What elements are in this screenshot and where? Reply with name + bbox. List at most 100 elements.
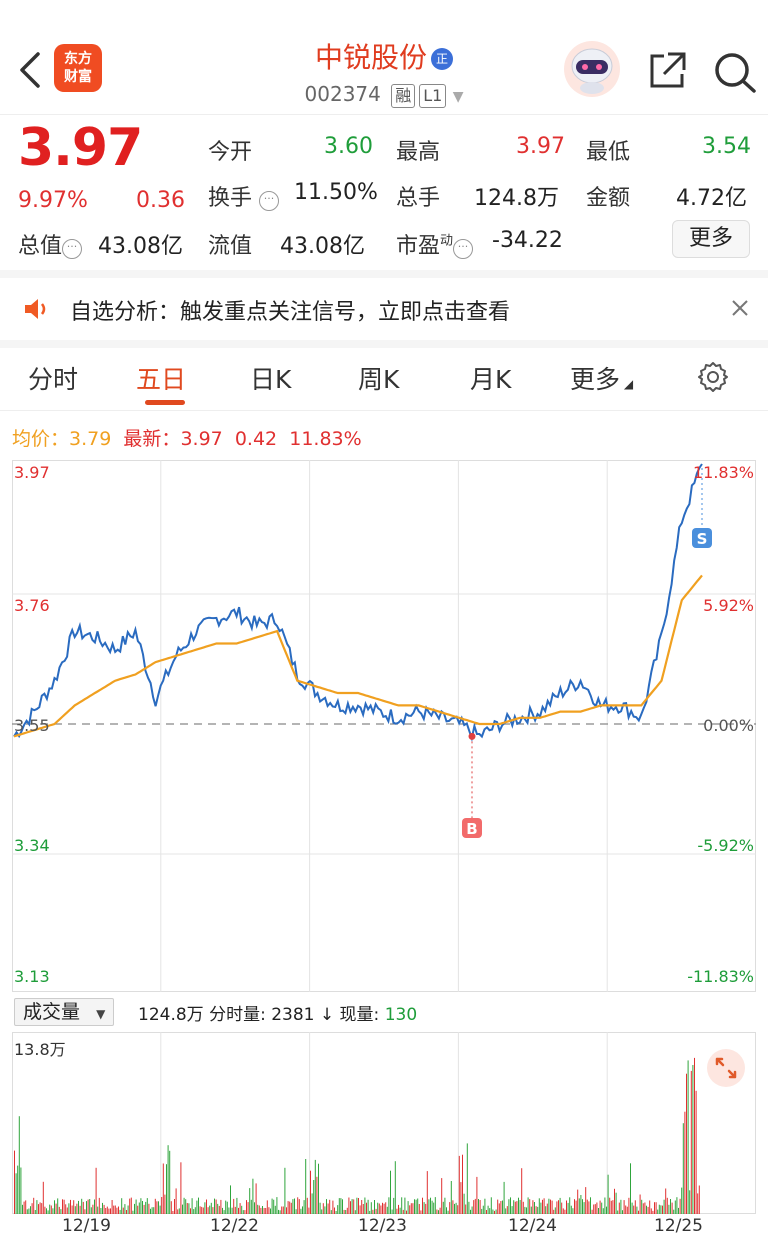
volume-bar [593, 1204, 595, 1214]
volume-bar [270, 1208, 271, 1214]
volume-bar [660, 1205, 662, 1214]
volume-bar [476, 1176, 478, 1214]
volume-bar [30, 1206, 31, 1214]
volume-bar [25, 1200, 27, 1214]
volume-bar [135, 1199, 137, 1214]
volume-bar [583, 1202, 585, 1214]
chart-border [12, 460, 756, 992]
volume-bar [401, 1197, 403, 1214]
low-label: 最低 [586, 140, 631, 165]
volume-bar [114, 1205, 116, 1214]
tab-weekly-k[interactable]: 周K [358, 365, 400, 394]
volume-bar [582, 1199, 583, 1214]
volume-bar [247, 1202, 249, 1214]
volume-bar [471, 1206, 473, 1214]
tab-monthly-k[interactable]: 月K [470, 365, 512, 394]
info-dots-icon[interactable]: ··· [453, 239, 474, 259]
volume-bar [636, 1206, 638, 1214]
volume-bar [353, 1199, 355, 1214]
volume-bar [534, 1202, 535, 1214]
volume-bar [186, 1203, 188, 1214]
volume-bar [617, 1210, 619, 1214]
volume-bar [514, 1201, 516, 1214]
volume-bar [295, 1209, 297, 1214]
volume-bar [46, 1208, 47, 1214]
change-amount: 0.36 [136, 188, 185, 213]
volume-bar [479, 1200, 481, 1214]
tab-intraday[interactable]: 分时 [28, 365, 79, 394]
logo-text-1: 东方 [64, 51, 92, 67]
volume-bar [441, 1178, 443, 1214]
verified-badge-icon: 正 [431, 48, 453, 70]
pe-value: -34.22 [492, 228, 563, 253]
tab-more[interactable]: 更多 ◢ [570, 360, 633, 396]
stock-title[interactable]: 中锐股份正 [0, 36, 768, 76]
volume-bar [90, 1207, 92, 1214]
assistant-robot-icon[interactable] [562, 40, 622, 98]
volume-chart[interactable] [12, 1032, 756, 1214]
pe-label-text: 市盈 [396, 234, 441, 259]
volume-bar [553, 1209, 555, 1214]
volume-bar [42, 1181, 44, 1214]
volume-bar [252, 1178, 254, 1214]
volume-bar [655, 1202, 657, 1214]
volume-bar [234, 1206, 236, 1214]
info-dots-icon[interactable]: ··· [62, 239, 83, 259]
volume-bar [410, 1203, 412, 1214]
volume-bar [198, 1197, 199, 1214]
volume-bar [470, 1209, 471, 1214]
volume-bar [287, 1201, 289, 1214]
volume-bar [326, 1199, 327, 1214]
stock-code: 002374 [304, 82, 381, 106]
volume-bar [596, 1202, 598, 1214]
stock-name: 中锐股份 [314, 41, 427, 74]
expand-icon[interactable] [706, 1048, 746, 1088]
volume-bar [492, 1209, 494, 1214]
volume-bar [426, 1171, 428, 1214]
volume-bar [102, 1202, 103, 1214]
search-icon[interactable] [712, 50, 758, 94]
volume-bar [33, 1197, 35, 1214]
settings-gear-icon[interactable] [696, 360, 730, 394]
volume-bar [382, 1202, 383, 1214]
volume-indicator-select[interactable]: 成交量 ▼ [14, 998, 115, 1026]
more-button[interactable]: 更多 [672, 220, 750, 258]
volume-bar [364, 1197, 366, 1214]
volume-bar [620, 1199, 622, 1214]
price-line [13, 463, 703, 743]
volume-bar [377, 1202, 379, 1214]
volume-max-label: 13.8万 [14, 1040, 66, 1059]
volume-bar [89, 1199, 91, 1214]
price-chart[interactable]: BS [12, 460, 756, 992]
volume-bar [654, 1202, 655, 1214]
volume-bar [79, 1205, 81, 1214]
volume-bar [522, 1201, 524, 1214]
stock-code-line[interactable]: 002374 融 L1 ▼ [0, 82, 768, 108]
volume-bar [599, 1200, 601, 1214]
close-icon[interactable] [730, 298, 750, 318]
back-arrow-icon[interactable] [16, 50, 46, 90]
volume-bar [570, 1205, 572, 1214]
volume-bar [271, 1198, 273, 1214]
tab-daily-k[interactable]: 日K [250, 365, 292, 394]
share-icon[interactable] [646, 50, 688, 92]
volume-bar [322, 1203, 324, 1214]
volume-bar [396, 1208, 398, 1214]
level-tag: L1 [419, 84, 447, 108]
info-dots-icon[interactable]: ··· [259, 191, 280, 211]
tab-five-day[interactable]: 五日 [136, 365, 187, 394]
volume-bar [26, 1209, 28, 1214]
current-volume-label: 现量: [339, 1005, 380, 1025]
volume-bar [577, 1189, 579, 1214]
latest-pct: 11.83% [289, 428, 362, 450]
volume-bar [343, 1209, 345, 1214]
y-tick-right: 5.92% [703, 596, 754, 615]
volume-bar [601, 1202, 603, 1214]
volume-bar [150, 1208, 151, 1214]
float-label: 流值 [208, 234, 253, 259]
volume-bar [606, 1206, 607, 1214]
volume-bar [306, 1197, 308, 1214]
volume-bar [462, 1154, 463, 1214]
volume-bar [36, 1200, 38, 1214]
change-pct: 9.97% [18, 188, 88, 213]
